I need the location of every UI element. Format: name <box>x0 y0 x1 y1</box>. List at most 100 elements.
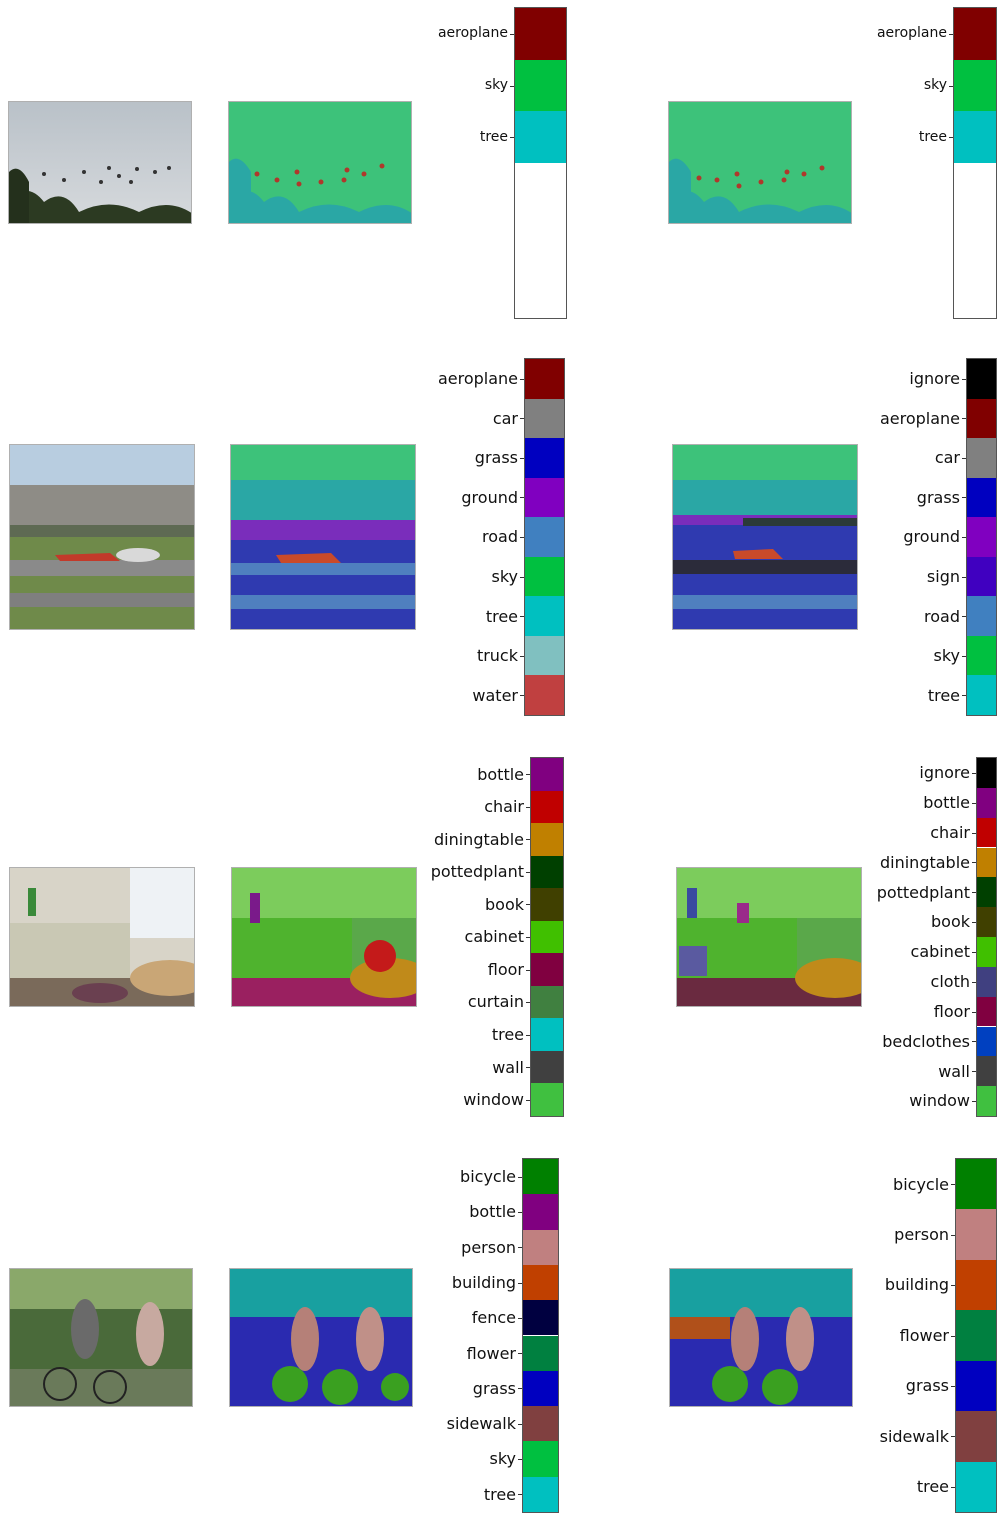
legend-swatch-tree <box>515 111 566 163</box>
legend-swatch-sidewalk <box>523 1406 558 1442</box>
legend-swatch-ignore <box>967 359 996 399</box>
legend-label-bottle: bottle <box>469 1202 516 1222</box>
input-photo-bicycles <box>9 1268 193 1407</box>
legend-tick <box>962 616 966 618</box>
legend-tick <box>962 695 966 697</box>
legend-label-tree: tree <box>485 606 518 626</box>
legend-swatch-bottle <box>977 787 996 818</box>
legend-label-water: water <box>472 685 518 705</box>
legend-swatch-tree <box>954 111 996 163</box>
legend-label-aeroplane: aeroplane <box>876 25 947 42</box>
legend-swatch-aeroplane <box>525 359 564 399</box>
legend-swatch-bottle <box>531 758 563 791</box>
ground-truth-overlay-runway <box>672 444 858 630</box>
legend-tick <box>951 1184 955 1186</box>
legend-tick <box>520 457 524 459</box>
legend-swatch-window <box>977 1086 996 1116</box>
legend-tick <box>962 537 966 538</box>
legend-label-pottedplant: pottedplant <box>876 882 970 902</box>
legend-label-curtain: curtain <box>467 992 524 1012</box>
legend-tick <box>951 1385 955 1387</box>
legend-tick <box>520 418 524 420</box>
prediction-legend-colorbar <box>514 7 567 319</box>
legend-swatch-sky <box>954 59 996 112</box>
legend-swatch-ground <box>967 517 996 557</box>
legend-swatch-building <box>523 1264 558 1301</box>
legend-swatch-sign <box>967 556 996 597</box>
legend-swatch-person <box>956 1209 996 1260</box>
legend-swatch-grass <box>523 1370 558 1407</box>
legend-swatch-ground <box>525 477 564 518</box>
legend-swatch-book <box>531 888 563 921</box>
legend-swatch-curtain <box>531 985 563 1019</box>
legend-swatch-tree <box>525 596 564 636</box>
legend-label-grass: grass <box>916 487 960 507</box>
legend-label-tree: tree <box>491 1025 524 1045</box>
legend-swatch-pottedplant <box>531 855 563 889</box>
legend-tick <box>510 85 514 87</box>
legend-label-cabinet: cabinet <box>464 927 524 947</box>
legend-label-tree: tree <box>927 685 960 705</box>
legend-tick <box>962 655 966 657</box>
legend-swatch-diningtable <box>531 823 563 856</box>
ground-truth-overlay-bicycles <box>669 1268 853 1407</box>
legend-swatch-sky <box>515 59 566 112</box>
legend-swatch-floor <box>531 953 563 986</box>
legend-tick <box>526 871 530 873</box>
legend-label-bedclothes: bedclothes <box>882 1031 970 1051</box>
legend-label-sky: sky <box>491 566 519 586</box>
legend-tick <box>962 378 966 380</box>
legend-swatch-wall <box>977 1056 996 1087</box>
legend-tick <box>526 774 530 776</box>
legend-swatch-flower <box>956 1310 996 1361</box>
legend-label-ignore: ignore <box>909 369 960 389</box>
prediction-legend-colorbar <box>524 358 565 716</box>
ground-truth-overlay-kitchen <box>676 867 862 1007</box>
legend-tick <box>526 904 530 906</box>
legend-tick <box>526 839 530 841</box>
ground-truth-legend-colorbar <box>953 7 997 319</box>
legend-label-aeroplane: aeroplane <box>437 25 508 42</box>
legend-swatch-bicycle <box>523 1159 558 1195</box>
legend-swatch-road <box>967 596 996 636</box>
legend-label-floor: floor <box>933 1001 970 1021</box>
legend-tick <box>520 537 524 538</box>
legend-label-cabinet: cabinet <box>910 942 970 962</box>
legend-swatch-water <box>525 675 564 715</box>
input-photo-runway <box>9 444 195 630</box>
legend-tick <box>951 1285 955 1287</box>
legend-tick <box>972 981 976 983</box>
legend-tick <box>951 1234 955 1236</box>
legend-swatch-grass <box>525 438 564 478</box>
legend-tick <box>962 497 966 499</box>
ground-truth-legend-colorbar <box>976 757 997 1117</box>
legend-swatch-bottle <box>523 1194 558 1230</box>
legend-label-window: window <box>909 1091 970 1111</box>
legend-label-building: building <box>451 1272 516 1292</box>
legend-swatch-sky <box>967 635 996 676</box>
legend-tick <box>520 616 524 618</box>
legend-tick <box>526 1002 530 1004</box>
legend-swatch-building <box>956 1259 996 1311</box>
prediction-legend-colorbar <box>522 1158 559 1513</box>
legend-tick <box>962 457 966 459</box>
legend-label-bottle: bottle <box>923 793 970 813</box>
legend-swatch-cabinet <box>531 920 563 954</box>
legend-tick <box>510 137 514 139</box>
legend-tick <box>526 1099 530 1101</box>
legend-label-road: road <box>482 527 518 547</box>
legend-label-aeroplane: aeroplane <box>437 369 518 389</box>
legend-swatch-flower <box>523 1335 558 1371</box>
legend-tick <box>520 497 524 499</box>
legend-label-flower: flower <box>466 1343 516 1363</box>
legend-swatch-sidewalk <box>956 1411 996 1462</box>
legend-swatch-fence <box>523 1300 558 1336</box>
legend-label-grass: grass <box>472 1378 516 1398</box>
legend-label-diningtable: diningtable <box>879 852 970 872</box>
legend-label-floor: floor <box>487 959 524 979</box>
legend-tick <box>526 1034 530 1036</box>
legend-label-book: book <box>485 894 524 914</box>
legend-tick <box>518 1494 522 1496</box>
legend-tick <box>972 772 976 774</box>
legend-swatch-pottedplant <box>977 877 996 908</box>
